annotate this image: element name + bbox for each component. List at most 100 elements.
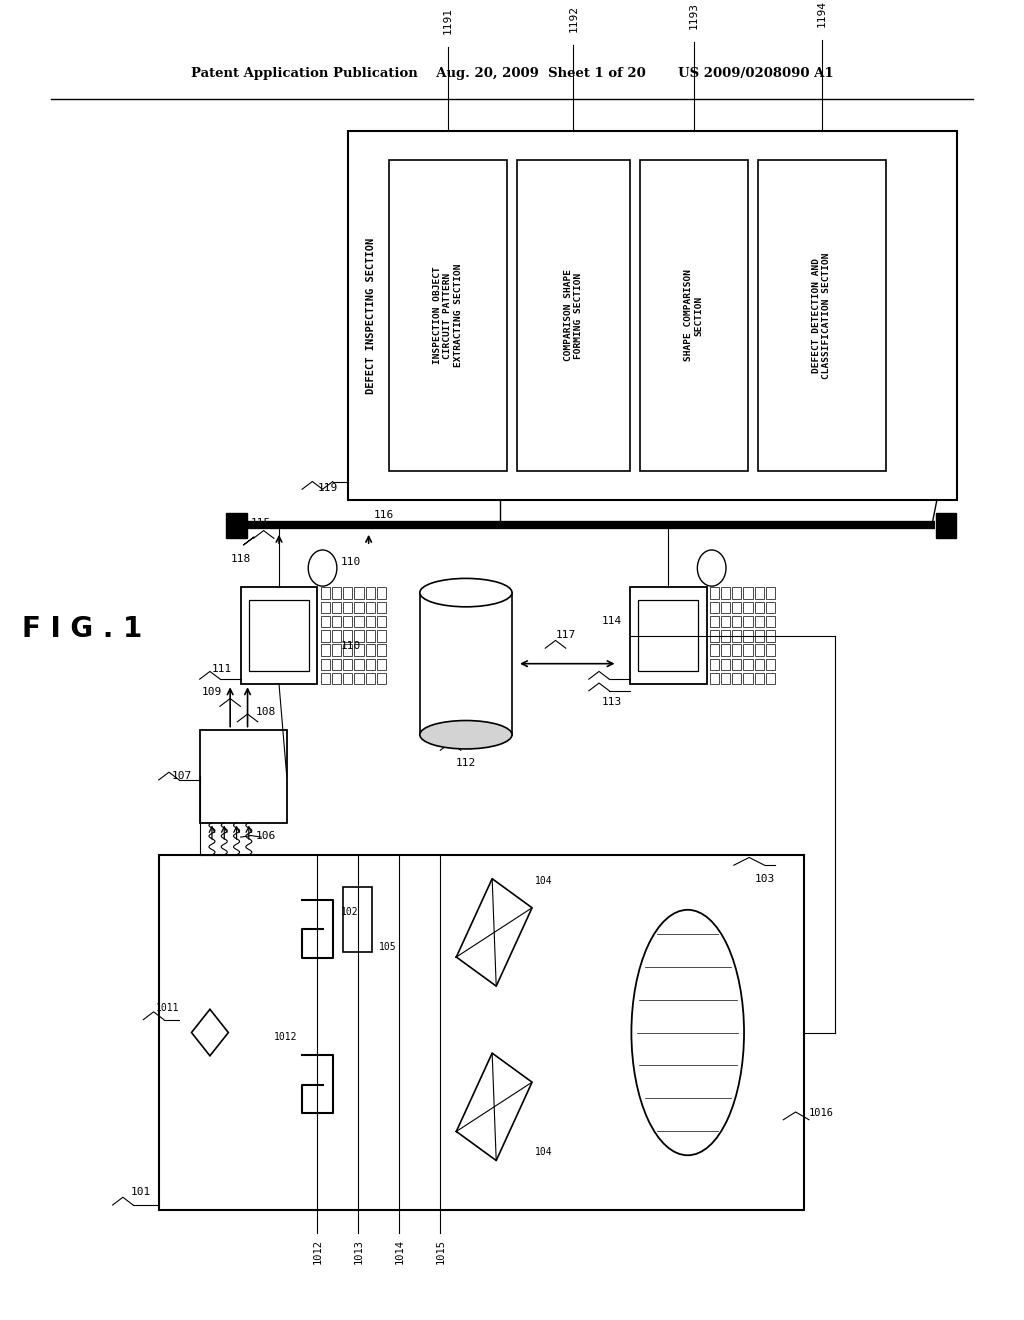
Bar [743,659,753,671]
Text: 104: 104 [536,875,553,886]
Bar [321,659,330,671]
Bar [732,630,741,642]
Text: 101: 101 [130,1187,151,1197]
Bar [354,673,364,684]
Bar [354,602,364,614]
Bar [366,616,375,627]
Bar [766,630,775,642]
Text: INSPECTION OBJECT
CIRCUIT PATTERN
EXTRACTING SECTION: INSPECTION OBJECT CIRCUIT PATTERN EXTRAC… [433,264,463,367]
Bar [321,644,330,656]
Bar [755,659,764,671]
Bar [366,630,375,642]
Bar [710,644,719,656]
Bar [332,673,341,684]
Bar [159,855,804,1210]
Bar [743,673,753,684]
Bar [721,630,730,642]
Bar [348,132,957,499]
Bar [366,587,375,599]
Bar [758,160,886,471]
Bar [743,616,753,627]
Text: 106: 106 [256,830,276,841]
Polygon shape [457,879,532,986]
Bar [721,602,730,614]
Bar [377,630,386,642]
Text: DEFECT DETECTION AND
CLASSIFICATION SECTION: DEFECT DETECTION AND CLASSIFICATION SECT… [812,252,831,379]
Bar [766,602,775,614]
Bar [766,659,775,671]
Text: Patent Application Publication    Aug. 20, 2009  Sheet 1 of 20       US 2009/020: Patent Application Publication Aug. 20, … [190,67,834,79]
Bar [732,644,741,656]
Bar [721,673,730,684]
Text: 1015: 1015 [435,1238,445,1263]
Ellipse shape [420,721,512,748]
Bar [743,602,753,614]
Bar [343,644,352,656]
Ellipse shape [420,578,512,607]
Text: 118: 118 [230,554,251,564]
Bar [755,673,764,684]
Bar [377,616,386,627]
Text: 111: 111 [212,664,232,675]
Bar [743,587,753,599]
Bar [241,587,317,684]
Bar [343,630,352,642]
Bar [936,512,956,539]
Bar [332,602,341,614]
Bar [743,644,753,656]
Text: 1013: 1013 [353,1238,364,1263]
Bar [732,602,741,614]
Bar [640,160,748,471]
Bar [377,602,386,614]
Bar [343,673,352,684]
Text: 103: 103 [755,874,774,884]
Text: COMPARISON SHAPE
FORMING SECTION: COMPARISON SHAPE FORMING SECTION [564,269,583,362]
Bar [389,160,507,471]
Text: 110: 110 [341,640,361,651]
Bar [366,602,375,614]
Polygon shape [457,1053,532,1160]
Bar [766,644,775,656]
Text: 1016: 1016 [809,1109,834,1118]
Bar [732,659,741,671]
Bar [249,601,309,672]
Bar [743,630,753,642]
Bar [420,593,512,735]
Text: 1012: 1012 [273,1032,297,1043]
Text: 105: 105 [379,941,396,952]
Text: 1011: 1011 [156,1003,179,1014]
Bar [732,587,741,599]
Bar [710,587,719,599]
Bar [343,587,352,599]
Bar [354,587,364,599]
Bar [332,630,341,642]
Bar [343,887,372,952]
Bar [354,616,364,627]
Text: F I G . 1: F I G . 1 [22,615,142,643]
Text: 114: 114 [601,616,622,626]
Bar [517,160,630,471]
Bar [226,512,247,539]
Bar [354,630,364,642]
Bar [755,616,764,627]
Bar [321,602,330,614]
Text: 1192: 1192 [568,5,579,32]
Bar [343,616,352,627]
Text: 107: 107 [171,771,191,781]
Bar [710,673,719,684]
Text: 119: 119 [317,483,338,494]
Ellipse shape [632,909,744,1155]
Bar [755,587,764,599]
Text: 117: 117 [556,631,575,640]
Text: 108: 108 [256,706,276,717]
Bar [630,587,707,684]
Bar [321,587,330,599]
Bar [732,673,741,684]
Polygon shape [191,1010,228,1056]
Bar [321,616,330,627]
Bar [766,587,775,599]
Text: 1193: 1193 [689,3,698,29]
Bar [710,602,719,614]
Bar [354,644,364,656]
Bar [732,616,741,627]
